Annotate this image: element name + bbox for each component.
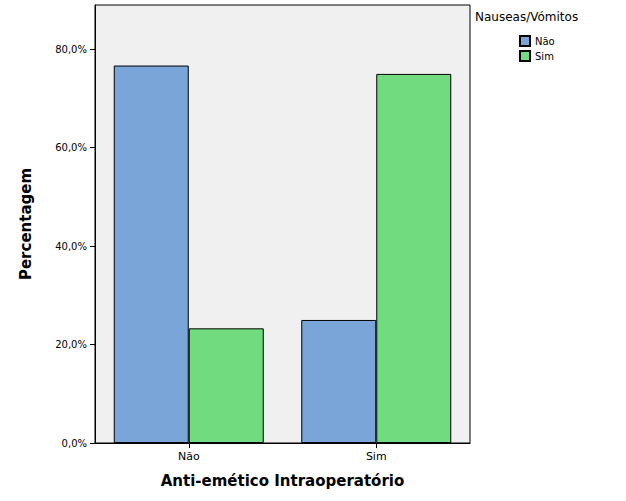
svg-text:40,0%: 40,0% bbox=[55, 241, 87, 252]
svg-text:Sim: Sim bbox=[366, 450, 387, 463]
svg-text:Nauseas/Vómitos: Nauseas/Vómitos bbox=[475, 10, 578, 24]
svg-text:Percentagem: Percentagem bbox=[17, 168, 35, 280]
svg-text:0,0%: 0,0% bbox=[62, 438, 87, 449]
svg-text:Anti-emético Intraoperatório: Anti-emético Intraoperatório bbox=[161, 472, 405, 490]
svg-text:60,0%: 60,0% bbox=[55, 142, 87, 153]
svg-text:Não: Não bbox=[535, 36, 555, 47]
svg-text:20,0%: 20,0% bbox=[55, 339, 87, 350]
svg-text:80,0%: 80,0% bbox=[55, 44, 87, 55]
svg-text:Não: Não bbox=[178, 450, 200, 463]
svg-text:Sim: Sim bbox=[535, 51, 554, 62]
